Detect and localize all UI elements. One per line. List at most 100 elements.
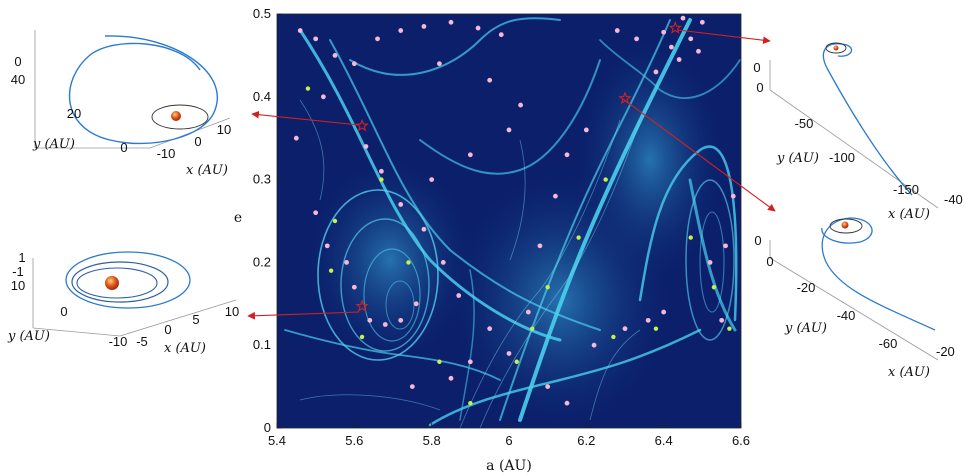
pink-point — [375, 36, 380, 42]
green-point — [688, 235, 693, 240]
inset-tl-xtick-m10: -10 — [157, 146, 176, 161]
inset-br-planet — [841, 221, 849, 229]
pink-point — [487, 77, 493, 83]
arrow-to-bottom-left-inset — [247, 311, 360, 320]
green-point — [711, 285, 717, 290]
inset-tl-xtick-10: 10 — [217, 122, 231, 137]
pink-point-layer — [293, 15, 736, 406]
inset-bl-xtick-m5: -5 — [136, 334, 148, 349]
inset-br-ytick-m20: -20 — [797, 280, 816, 295]
pink-point — [730, 193, 736, 199]
y-axis-ticks: 0 0.1 0.2 0.3 0.4 0.5 — [253, 6, 282, 435]
inset-top-right: 0 0 -50 -100 -150 -40 y (AU) x (AU) — [753, 42, 963, 222]
pink-point — [467, 359, 473, 365]
pink-point — [421, 24, 427, 29]
pink-point — [723, 243, 728, 249]
connector-arrows — [247, 29, 776, 320]
inset-bl-axes — [32, 258, 237, 337]
pink-point — [313, 210, 319, 216]
pink-point — [653, 69, 659, 75]
green-point — [379, 177, 384, 182]
green-point — [514, 359, 519, 364]
green-point-layer — [305, 86, 732, 406]
pink-point — [537, 243, 543, 249]
inset-tr-ztick: 0 — [753, 60, 760, 75]
inset-tl-inner-orbit — [151, 104, 209, 130]
inset-bl-ytick-0: 0 — [60, 304, 67, 319]
inset-br-axes — [769, 240, 939, 361]
x-tick-label: 6 — [505, 433, 512, 448]
pink-point — [583, 127, 589, 133]
pink-point — [661, 29, 667, 35]
green-point — [468, 400, 473, 406]
green-point — [653, 326, 659, 331]
inset-tr-xlabel: x (AU) — [888, 207, 930, 222]
pink-point — [379, 168, 384, 174]
green-point — [545, 285, 550, 290]
y-axis-label: e — [234, 210, 242, 226]
inset-tl-ytick-20: 20 — [67, 106, 81, 121]
inset-bl-xtick-0: 0 — [164, 322, 171, 337]
inset-br-xlabel: x (AU) — [888, 365, 930, 380]
inset-tl-ytick-0: 0 — [120, 140, 127, 155]
star-marker — [355, 299, 369, 313]
pink-point — [622, 326, 628, 332]
pink-point — [564, 152, 570, 158]
green-point — [332, 218, 338, 224]
pink-point — [506, 351, 512, 356]
inset-bl-planet — [105, 276, 119, 290]
pink-point — [661, 309, 667, 315]
x-tick-label: 6.6 — [732, 433, 750, 448]
pink-point — [421, 226, 427, 232]
inset-br-ztick: 0 — [754, 233, 761, 248]
x-axis-label: a (AU) — [486, 458, 532, 474]
star-marker — [355, 118, 369, 132]
inset-bl-ztick-1: 1 — [18, 250, 25, 265]
pink-point — [688, 36, 694, 42]
green-point — [530, 326, 535, 331]
pink-point — [456, 293, 462, 298]
inset-bl-orbit-outer — [65, 251, 191, 309]
pink-point — [332, 53, 338, 58]
x-tick-label: 5.4 — [268, 433, 286, 448]
arrow-to-top-right-inset — [677, 29, 771, 45]
pink-point — [669, 44, 674, 50]
inset-bl-ytick-m10: -10 — [109, 334, 128, 349]
pink-point — [467, 152, 473, 158]
x-tick-label: 6.4 — [655, 433, 673, 448]
inset-tr-orbit — [822, 43, 913, 196]
inset-tl-planet — [171, 111, 181, 121]
inset-tr-axes — [769, 60, 939, 209]
inset-tr-planet — [833, 45, 839, 51]
pink-point — [645, 317, 651, 323]
x-tick-label: 6.2 — [577, 433, 595, 448]
pink-point — [553, 193, 558, 199]
green-point — [611, 334, 616, 340]
pink-point — [518, 102, 523, 108]
inset-tl-ylabel: y (AU) — [32, 137, 75, 152]
green-point — [727, 326, 732, 331]
inset-br-ytick-m40: -40 — [837, 308, 856, 323]
inset-br-orbit — [821, 217, 936, 331]
green-point — [603, 177, 608, 182]
pink-point — [398, 202, 404, 207]
inset-bottom-left: 1 -1 10 0 -10 10 5 0 -5 y (AU) x (AU) — [7, 250, 239, 356]
pink-point — [676, 57, 682, 62]
x-tick-label: 5.6 — [345, 433, 363, 448]
y-tick-label: 0 — [264, 420, 271, 435]
inset-tl-ytick-40: 40 — [11, 72, 25, 87]
y-tick-label: 0.1 — [253, 337, 271, 352]
pink-point — [614, 28, 620, 33]
inset-tl-orbit — [68, 35, 218, 145]
pink-point — [313, 36, 319, 42]
inset-tr-xtick-m40: -40 — [944, 192, 963, 207]
inset-bl-xtick-5: 5 — [192, 312, 199, 327]
inset-br-xtick-m20: -20 — [936, 344, 955, 359]
pink-point — [293, 135, 299, 141]
y-tick-label: 0.4 — [253, 89, 271, 104]
inset-top-left: 0 40 20 0 10 0 -10 y (AU) x (AU) — [11, 30, 231, 178]
pink-point — [437, 61, 442, 67]
inset-br-ytick-0: 0 — [766, 254, 773, 269]
pink-point — [351, 61, 357, 67]
